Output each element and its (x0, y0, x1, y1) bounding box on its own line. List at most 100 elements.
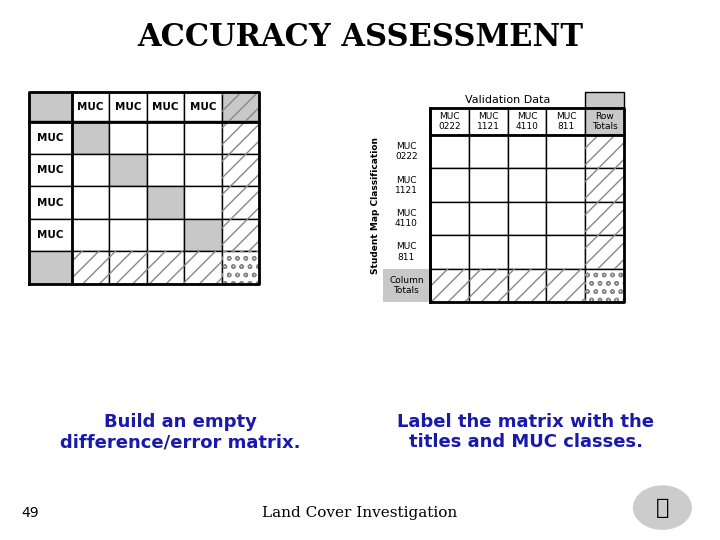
Bar (585, 92, 624, 108)
Bar (29, 92, 72, 122)
Bar (147, 251, 184, 284)
Bar (147, 251, 184, 284)
Bar (109, 251, 147, 284)
Bar (469, 92, 508, 108)
Bar (546, 202, 585, 235)
Bar (508, 92, 546, 108)
Bar (469, 269, 508, 302)
Bar (508, 168, 546, 202)
Bar (508, 235, 546, 269)
Bar (184, 122, 222, 154)
Text: MUC: MUC (115, 102, 141, 112)
Bar (222, 251, 259, 284)
Bar (222, 186, 259, 219)
Bar (29, 122, 72, 154)
Text: MUC
811: MUC 811 (396, 242, 417, 262)
Bar (546, 235, 585, 269)
Bar (109, 251, 147, 284)
Bar (546, 108, 585, 135)
Bar (383, 168, 430, 202)
Bar (383, 108, 430, 135)
Bar (147, 122, 184, 154)
Bar (585, 202, 624, 235)
Bar (585, 135, 624, 168)
Text: Student Map Classification: Student Map Classification (371, 137, 379, 274)
Bar (184, 154, 222, 186)
Text: MUC: MUC (37, 133, 63, 143)
Bar (72, 154, 109, 186)
Text: Column
Totals: Column Totals (389, 276, 424, 295)
Text: MUC: MUC (37, 198, 63, 207)
Bar (508, 135, 546, 168)
Bar (222, 122, 259, 154)
Text: MUC: MUC (37, 165, 63, 175)
Bar (508, 202, 546, 235)
Bar (147, 92, 184, 122)
Text: 🌍: 🌍 (656, 497, 669, 518)
Bar (430, 269, 469, 302)
Bar (72, 219, 109, 251)
Text: MUC: MUC (78, 102, 104, 112)
Bar (29, 219, 72, 251)
Bar (222, 92, 259, 122)
Bar (469, 168, 508, 202)
Text: 49: 49 (22, 506, 39, 520)
Bar (383, 202, 430, 235)
Bar (469, 135, 508, 168)
Bar (430, 92, 469, 108)
Text: Validation Data: Validation Data (465, 95, 550, 105)
Bar (546, 269, 585, 302)
Bar (72, 251, 109, 284)
Bar (430, 168, 469, 202)
Text: Land Cover Investigation: Land Cover Investigation (262, 506, 458, 520)
Text: Row
Totals: Row Totals (592, 112, 618, 131)
Bar (147, 186, 184, 219)
Bar (430, 108, 469, 135)
Bar (508, 269, 546, 302)
Bar (469, 269, 508, 302)
Bar (222, 219, 259, 251)
Bar (109, 186, 147, 219)
Bar (469, 202, 508, 235)
Bar (585, 269, 624, 302)
Bar (109, 154, 147, 186)
Text: MUC
1121: MUC 1121 (395, 176, 418, 195)
Text: Label the matrix with the
titles and MUC classes.: Label the matrix with the titles and MUC… (397, 413, 654, 451)
Text: MUC: MUC (190, 102, 216, 112)
Bar (508, 108, 546, 135)
Bar (585, 135, 624, 168)
Circle shape (634, 486, 691, 529)
Bar (147, 154, 184, 186)
Bar (585, 235, 624, 269)
Text: MUC
0222: MUC 0222 (395, 142, 418, 161)
Text: ACCURACY ASSESSMENT: ACCURACY ASSESSMENT (137, 22, 583, 53)
Text: MUC
811: MUC 811 (556, 112, 576, 131)
Bar (585, 202, 624, 235)
Bar (72, 251, 109, 284)
Bar (184, 92, 222, 122)
Bar (184, 219, 222, 251)
Text: Build an empty
difference/error matrix.: Build an empty difference/error matrix. (60, 413, 300, 451)
Bar (469, 235, 508, 269)
Bar (72, 186, 109, 219)
Text: MUC
4110: MUC 4110 (395, 209, 418, 228)
Bar (109, 92, 147, 122)
Bar (430, 135, 469, 168)
Text: MUC: MUC (153, 102, 179, 112)
Bar (184, 186, 222, 219)
Bar (546, 135, 585, 168)
Text: MUC: MUC (37, 230, 63, 240)
Bar (430, 269, 469, 302)
Bar (546, 92, 585, 108)
Bar (222, 186, 259, 219)
Bar (508, 269, 546, 302)
Text: MUC
0222: MUC 0222 (438, 112, 461, 131)
Bar (184, 251, 222, 284)
Bar (29, 186, 72, 219)
Bar (109, 219, 147, 251)
Bar (29, 251, 72, 284)
Bar (222, 219, 259, 251)
Text: MUC
1121: MUC 1121 (477, 112, 500, 131)
Bar (585, 168, 624, 202)
Text: MUC
4110: MUC 4110 (516, 112, 539, 131)
